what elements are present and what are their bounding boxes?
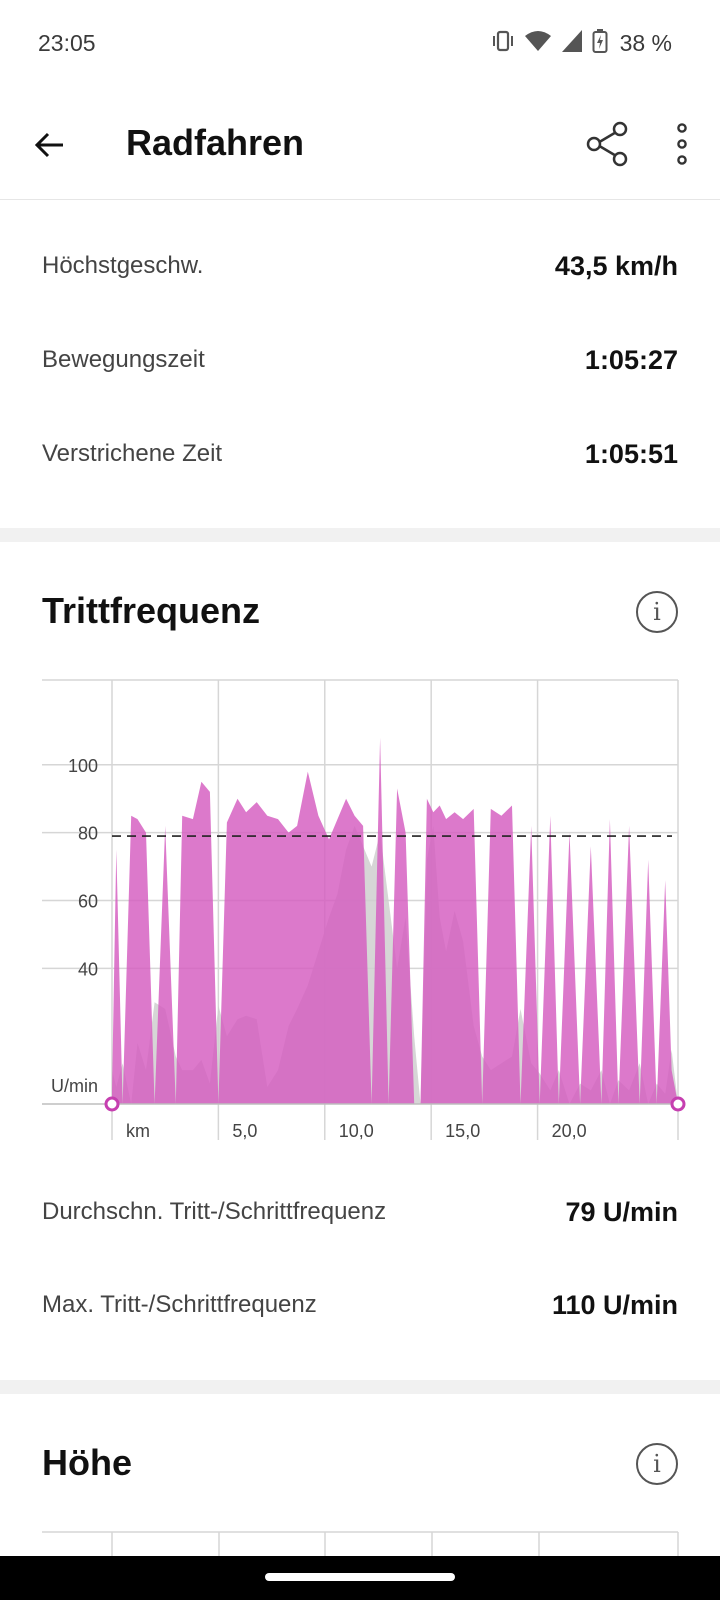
stat-row-max-cadence: Max. Tritt-/Schrittfrequenz 110 U/min bbox=[42, 1285, 678, 1325]
stat-label: Bewegungszeit bbox=[42, 346, 205, 373]
stat-value: 110 U/min bbox=[551, 1289, 678, 1320]
more-vert-icon bbox=[677, 123, 687, 165]
status-bar: 23:05 38 % bbox=[0, 0, 720, 88]
stat-value: 43,5 km/h bbox=[554, 250, 678, 281]
y-tick-label: 40 bbox=[78, 959, 98, 979]
stat-label: Max. Tritt-/Schrittfrequenz bbox=[42, 1291, 317, 1318]
y-tick-label: 100 bbox=[68, 756, 98, 776]
info-icon: i bbox=[653, 598, 661, 626]
y-tick-label: 60 bbox=[78, 891, 98, 911]
section-divider bbox=[0, 1380, 720, 1394]
x-tick-label: 15,0 bbox=[445, 1121, 480, 1141]
status-icons: 38 % bbox=[490, 28, 672, 59]
status-time: 23:05 bbox=[38, 30, 96, 56]
stat-label: Durchschn. Tritt-/Schrittfrequenz bbox=[42, 1198, 387, 1225]
battery-percent: 38 % bbox=[619, 30, 672, 56]
share-icon bbox=[586, 121, 628, 167]
home-handle[interactable] bbox=[265, 1573, 455, 1581]
stat-value: 79 U/min bbox=[565, 1196, 678, 1227]
cadence-title: Trittfrequenz bbox=[42, 590, 261, 631]
stat-row-max-speed: Höchstgeschw. 43,5 km/h bbox=[42, 246, 678, 286]
signal-icon bbox=[560, 28, 584, 59]
system-nav-bar bbox=[0, 1556, 720, 1600]
vibrate-icon bbox=[490, 28, 516, 59]
stat-label: Verstrichene Zeit bbox=[42, 440, 223, 467]
series-area-1 bbox=[112, 737, 678, 1104]
more-options-button[interactable] bbox=[660, 118, 704, 170]
stat-row-avg-cadence: Durchschn. Tritt-/Schrittfrequenz 79 U/m… bbox=[42, 1192, 678, 1232]
stat-row-elapsed-time: Verstrichene Zeit 1:05:51 bbox=[42, 434, 678, 474]
stat-value: 1:05:51 bbox=[584, 438, 678, 469]
stat-row-moving-time: Bewegungszeit 1:05:27 bbox=[42, 340, 678, 380]
x-tick-label: 20,0 bbox=[552, 1121, 587, 1141]
stat-label: Höchstgeschw. bbox=[42, 252, 204, 279]
y-tick-label: 80 bbox=[78, 824, 98, 844]
back-button[interactable] bbox=[24, 120, 74, 170]
y-axis-label: U/min bbox=[51, 1076, 98, 1096]
range-handle-end bbox=[670, 1096, 686, 1112]
page-title: Radfahren bbox=[126, 122, 305, 163]
x-tick-label: 5,0 bbox=[232, 1121, 257, 1141]
x-axis-label: km bbox=[126, 1121, 150, 1141]
elevation-info-button[interactable]: i bbox=[636, 1443, 678, 1485]
range-handle-start bbox=[104, 1096, 120, 1112]
elevation-title: Höhe bbox=[42, 1442, 132, 1483]
stat-value: 1:05:27 bbox=[584, 344, 678, 375]
app-bar: Radfahren bbox=[0, 88, 720, 200]
battery-icon bbox=[592, 28, 608, 59]
arrow-left-icon bbox=[34, 132, 63, 158]
cadence-info-button[interactable]: i bbox=[636, 591, 678, 633]
elevation-chart-top bbox=[42, 1531, 679, 1560]
info-icon: i bbox=[653, 1450, 661, 1478]
x-tick-label: 10,0 bbox=[339, 1121, 374, 1141]
wifi-icon bbox=[524, 28, 552, 59]
section-divider bbox=[0, 528, 720, 542]
share-button[interactable] bbox=[582, 118, 634, 170]
cadence-chart: 40 60 80 100 U/min km 5,0 10,0 15,0 20,0 bbox=[42, 679, 686, 1141]
